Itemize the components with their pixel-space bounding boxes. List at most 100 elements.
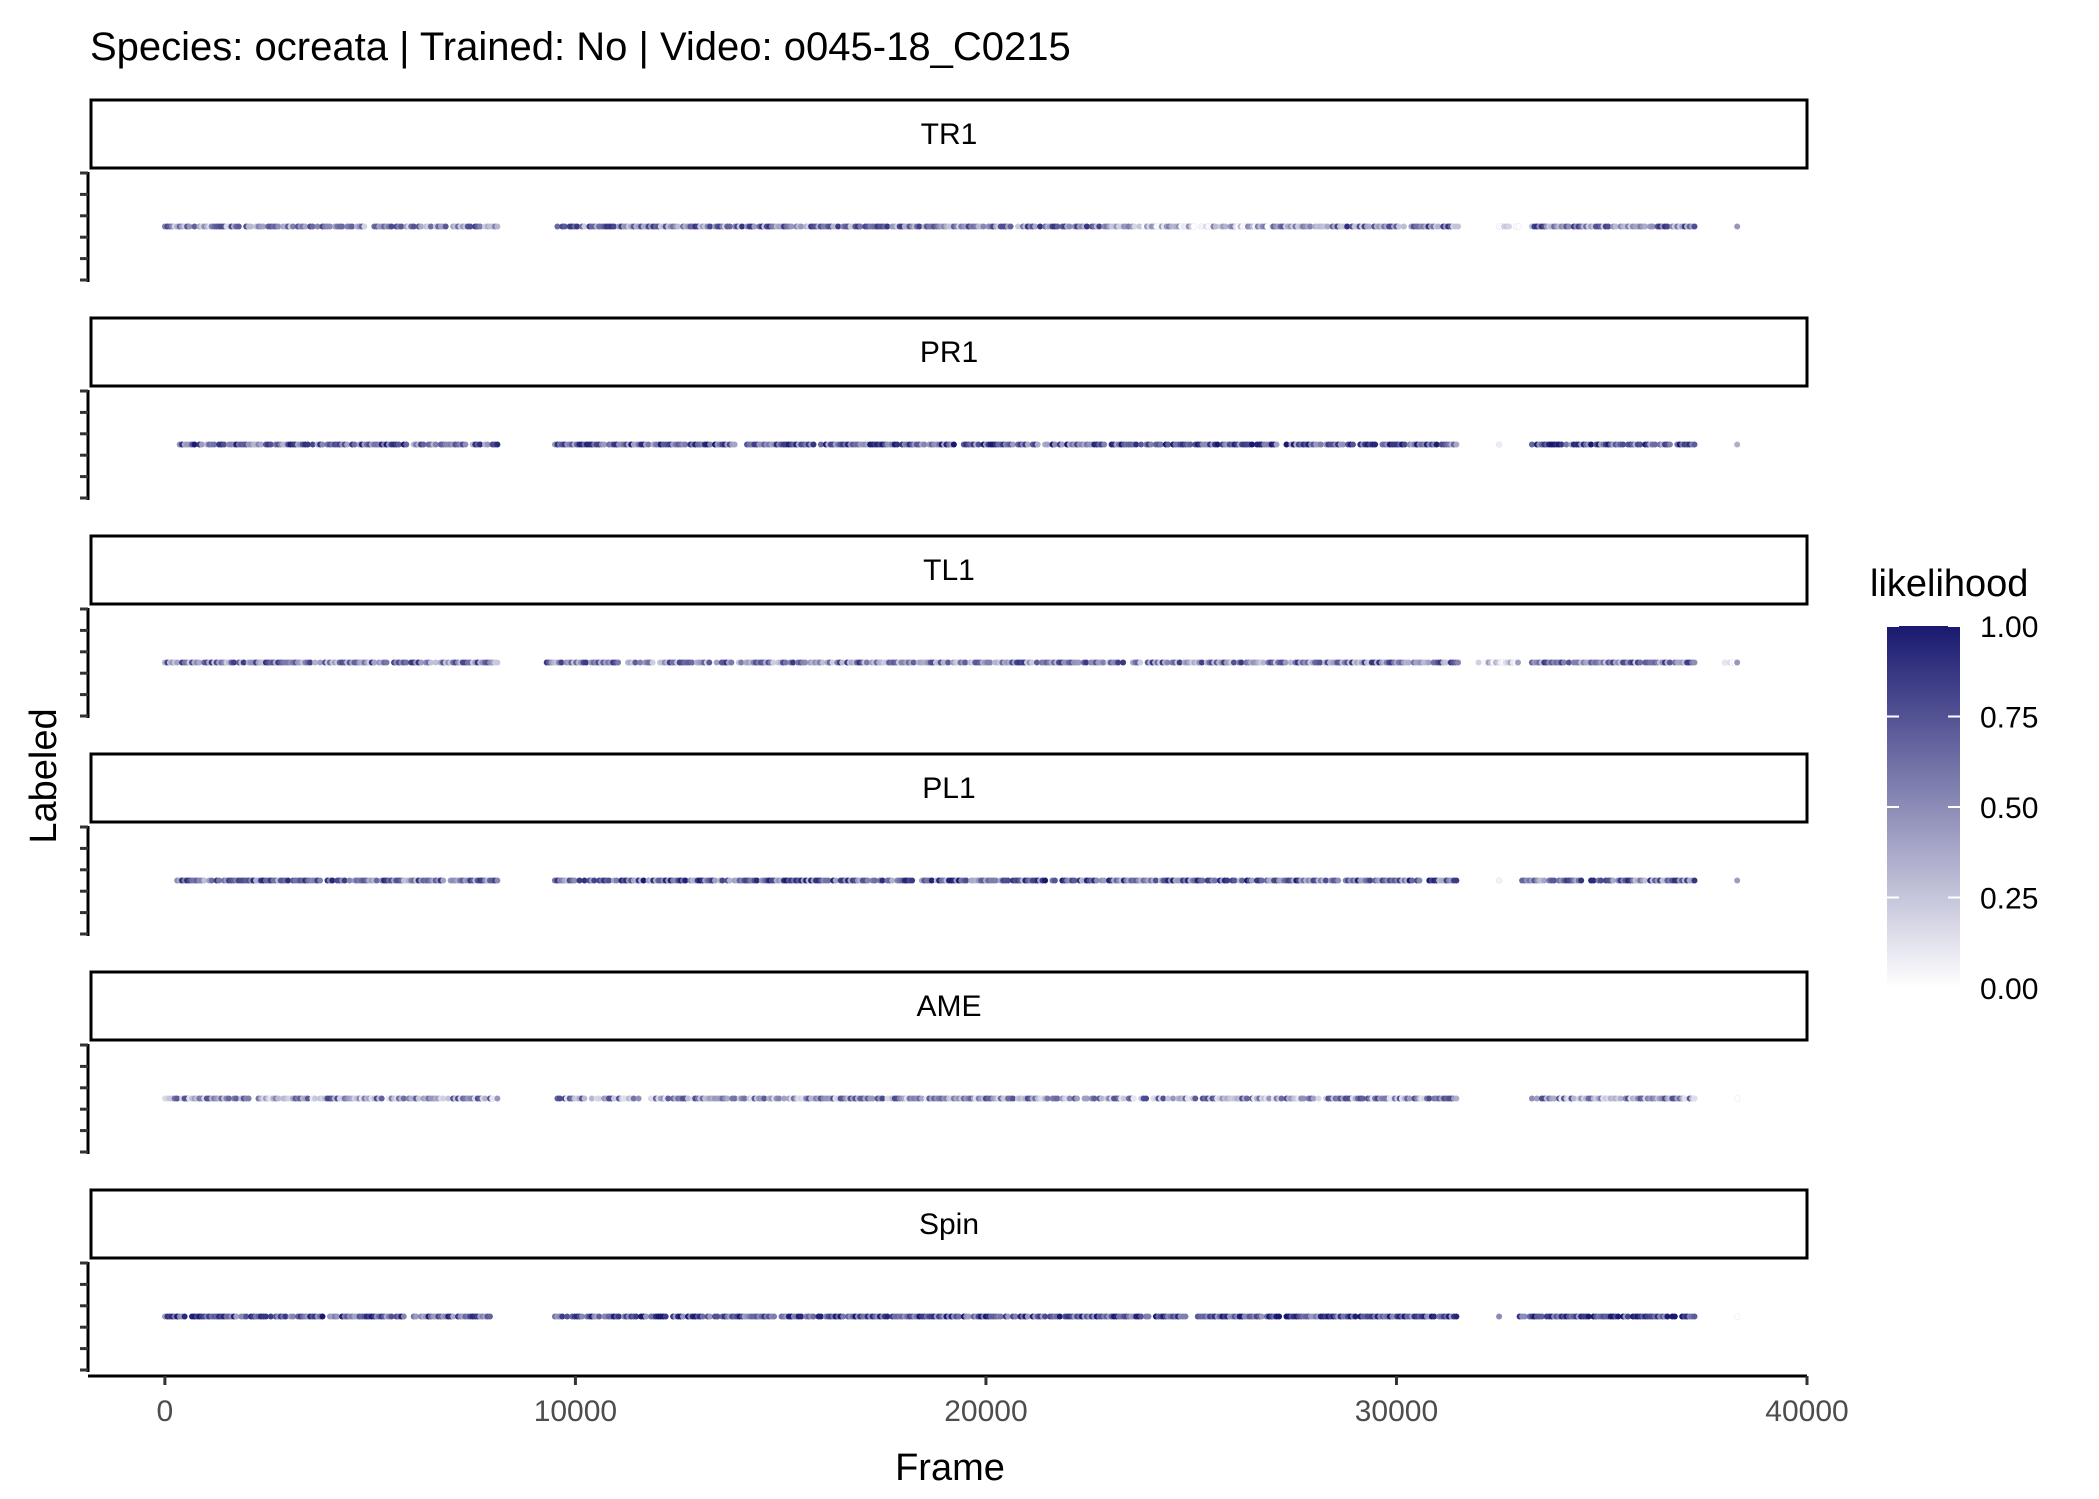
data-point <box>1037 223 1044 230</box>
data-point <box>398 223 405 230</box>
data-point <box>770 659 777 666</box>
data-point <box>894 441 901 448</box>
data-point <box>1024 441 1031 448</box>
y-axis-title: Labeled <box>23 708 65 843</box>
data-point <box>275 223 282 230</box>
facet-strip <box>89 752 1809 824</box>
data-point <box>1671 1313 1678 1320</box>
data-point <box>1310 1095 1317 1102</box>
data-point <box>349 223 356 230</box>
data-point <box>1590 877 1597 884</box>
data-point <box>1637 441 1644 448</box>
data-point <box>1565 223 1572 230</box>
data-point <box>1066 1095 1073 1102</box>
data-point <box>1051 441 1058 448</box>
data-point <box>839 659 846 666</box>
data-point <box>1059 441 1066 448</box>
data-point <box>403 441 410 448</box>
chart-title: Species: ocreata | Trained: No | Video: … <box>90 25 1071 69</box>
data-point <box>790 659 796 666</box>
data-point <box>596 1313 603 1320</box>
facet-strip-label: PL1 <box>922 772 975 805</box>
data-point <box>1074 1095 1081 1102</box>
data-point <box>1287 659 1294 666</box>
data-point <box>388 223 395 230</box>
data-point <box>346 877 353 884</box>
data-point <box>1152 877 1159 884</box>
data-point <box>1625 1313 1631 1320</box>
data-point <box>1453 877 1460 884</box>
data-point <box>909 877 916 884</box>
data-point <box>1734 877 1741 884</box>
data-point <box>1496 1313 1503 1320</box>
data-point <box>221 441 227 448</box>
data-point <box>810 1313 817 1320</box>
data-point <box>304 441 311 448</box>
data-point <box>1455 223 1462 230</box>
data-point <box>494 877 501 884</box>
data-point <box>1515 223 1523 230</box>
series-points-tr1 <box>161 223 1741 230</box>
data-point <box>1585 1313 1592 1320</box>
data-point <box>1521 1313 1528 1320</box>
data-point <box>1010 1095 1016 1102</box>
data-point <box>872 877 879 884</box>
data-point <box>1435 223 1442 230</box>
data-point <box>1340 441 1347 448</box>
data-point <box>601 441 608 448</box>
data-point <box>230 659 237 666</box>
data-point <box>1007 223 1014 230</box>
data-point <box>383 659 390 666</box>
data-point <box>738 659 745 666</box>
data-point <box>963 877 970 884</box>
data-point <box>1400 223 1407 230</box>
facet-strip <box>89 1188 1809 1260</box>
data-point <box>1335 877 1342 884</box>
data-point <box>467 223 474 230</box>
data-point <box>707 223 714 230</box>
data-point <box>201 877 208 884</box>
data-point <box>477 441 484 448</box>
data-point <box>761 1095 768 1102</box>
x-tick-label: 30000 <box>1355 1395 1438 1428</box>
data-point <box>1453 441 1460 448</box>
data-point <box>879 877 886 884</box>
data-point <box>1307 223 1314 230</box>
data-point <box>863 659 870 666</box>
data-point <box>339 223 346 230</box>
data-point <box>684 1095 691 1102</box>
data-point <box>1212 223 1219 230</box>
data-point <box>1453 1095 1460 1102</box>
data-point <box>395 441 402 448</box>
data-point <box>1131 223 1138 230</box>
data-point <box>835 223 842 230</box>
data-point <box>706 659 713 666</box>
data-point <box>1024 1313 1031 1320</box>
data-point <box>186 223 193 230</box>
data-point <box>225 1095 232 1102</box>
data-point <box>1133 441 1140 448</box>
data-point <box>208 877 215 884</box>
data-point <box>1187 441 1194 448</box>
facet-strip <box>89 534 1809 606</box>
data-point <box>699 1313 706 1320</box>
data-point <box>1224 877 1231 884</box>
data-point <box>1056 1313 1063 1320</box>
data-point <box>351 441 358 448</box>
data-point <box>680 1313 686 1320</box>
data-point <box>1182 1313 1189 1320</box>
data-point <box>1691 877 1698 884</box>
data-point <box>432 441 439 448</box>
data-point <box>637 659 644 666</box>
data-point <box>442 223 449 230</box>
data-point <box>420 441 427 448</box>
legend-tick-label: 0.50 <box>1980 792 2038 825</box>
data-point <box>1322 877 1329 884</box>
data-point <box>487 1313 493 1320</box>
data-point <box>819 659 826 666</box>
data-point <box>581 877 588 884</box>
data-point <box>319 441 326 448</box>
data-point <box>682 441 689 448</box>
data-point <box>427 223 434 230</box>
data-point <box>317 877 324 884</box>
